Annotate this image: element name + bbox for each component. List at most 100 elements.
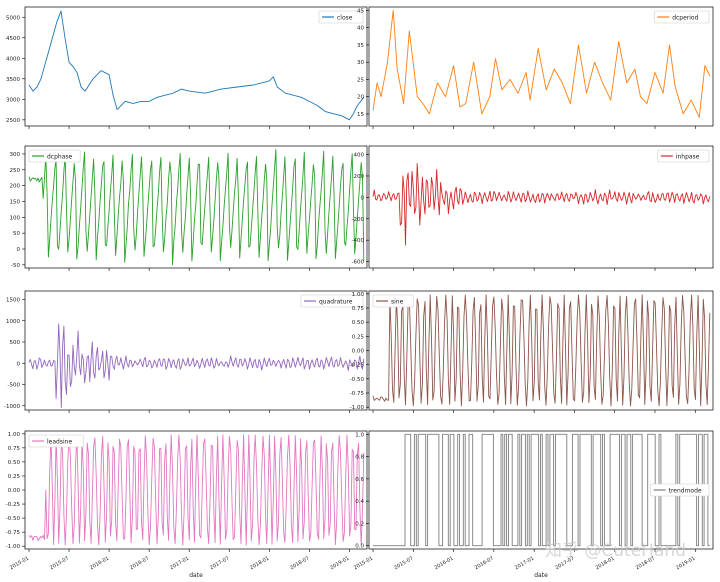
y-tick-label: 0.2 xyxy=(355,521,364,527)
legend-label: dcperiod xyxy=(672,15,698,22)
y-tick-label: 1.00 xyxy=(8,432,21,438)
legend-box xyxy=(653,10,710,24)
y-tick-label: 0 xyxy=(17,247,21,253)
y-tick-label: 0.00 xyxy=(8,488,21,494)
y-tick-label: 0.8 xyxy=(355,455,364,461)
y-tick-label: 40 xyxy=(357,26,364,32)
y-tick-label: 2500 xyxy=(6,118,20,124)
plot-frame-dcperiod xyxy=(368,6,714,127)
x-tick-label: 2015-01 xyxy=(9,556,30,572)
y-tick-label: 0.6 xyxy=(355,477,364,483)
y-tick-label: 4500 xyxy=(6,36,20,42)
y-tick-label: 3000 xyxy=(6,97,20,103)
plot-frame-close xyxy=(24,6,368,127)
y-tick-label: 250 xyxy=(10,168,21,174)
x-tick-label: 2016-07 xyxy=(474,556,495,572)
y-tick-label: 200 xyxy=(10,184,21,190)
series-line-inhpase xyxy=(372,163,711,246)
plot-frame-dcphase xyxy=(24,145,368,269)
legend-box xyxy=(28,149,81,163)
y-tick-label: 1.00 xyxy=(352,292,365,298)
legend-label: dcphase xyxy=(47,154,73,161)
y-tick-label: -50 xyxy=(11,263,20,269)
y-tick-label: 30 xyxy=(357,60,364,66)
y-tick-label: 0 xyxy=(17,361,21,367)
y-tick-label: -200 xyxy=(352,217,365,223)
legend-label: quadrature xyxy=(319,299,353,306)
y-tick-label: 400 xyxy=(354,153,365,159)
plot-frame-inhpase xyxy=(368,145,714,269)
series-line-dcperiod xyxy=(372,9,711,118)
legend-label: trendmode xyxy=(669,488,702,495)
legend-label: close xyxy=(337,15,353,22)
y-tick-label: 0.00 xyxy=(352,349,365,355)
legend-box xyxy=(300,294,364,308)
y-tick-label: 300 xyxy=(10,152,21,158)
x-tick-label: 2015-07 xyxy=(393,556,414,572)
y-tick-label: 0.4 xyxy=(355,499,364,505)
legend-label: leadsine xyxy=(47,439,72,446)
x-tick-label: 2018-01 xyxy=(249,556,270,572)
y-tick-label: -1000 xyxy=(4,404,20,410)
y-tick-label: -500 xyxy=(8,383,21,389)
x-tick-label: 2016-01 xyxy=(89,556,110,572)
x-tick-label: 2017-01 xyxy=(169,556,190,572)
y-tick-label: -0.50 xyxy=(6,516,21,522)
y-tick-label: 1000 xyxy=(6,319,20,325)
y-tick-label: -1.00 xyxy=(350,405,365,411)
x-tick-label: 2016-07 xyxy=(129,556,150,572)
plot-frame-quadrature xyxy=(24,290,368,411)
y-tick-label: -0.50 xyxy=(350,377,365,383)
legend-box xyxy=(318,10,364,24)
y-tick-label: 500 xyxy=(10,340,21,346)
y-tick-label: 20 xyxy=(357,95,364,101)
y-tick-label: -1.00 xyxy=(6,544,21,550)
x-tick-label: 2016-01 xyxy=(433,556,454,572)
x-tick-label: 2017-07 xyxy=(209,556,230,572)
legend-label: inhpase xyxy=(676,154,700,161)
x-axis-label: date xyxy=(534,572,548,579)
series-line-quadrature xyxy=(28,323,365,408)
y-tick-label: 0.25 xyxy=(352,334,365,340)
y-tick-label: 5000 xyxy=(6,15,20,21)
series-line-leadsine xyxy=(28,434,365,546)
legend-box xyxy=(372,294,414,308)
y-tick-label: -0.75 xyxy=(350,391,365,397)
series-line-trendmode xyxy=(373,433,710,547)
y-tick-label: -0.25 xyxy=(350,363,365,369)
y-tick-label: 3500 xyxy=(6,77,20,83)
series-line-sine xyxy=(372,294,711,407)
y-tick-label: 0.50 xyxy=(8,460,21,466)
y-tick-label: 4000 xyxy=(6,56,20,62)
y-tick-label: 25 xyxy=(357,77,364,83)
y-tick-label: 15 xyxy=(357,112,364,118)
y-tick-label: 50 xyxy=(13,231,20,237)
y-tick-label: -0.75 xyxy=(6,530,21,536)
y-tick-label: 0 xyxy=(361,195,365,201)
y-tick-label: 0.50 xyxy=(352,320,365,326)
y-tick-label: -0.25 xyxy=(6,502,21,508)
y-tick-label: 0.75 xyxy=(352,306,365,312)
y-tick-label: 100 xyxy=(10,215,21,221)
y-tick-label: 35 xyxy=(357,43,364,49)
x-tick-label: 2018-07 xyxy=(289,556,310,572)
x-tick-label: 2015-07 xyxy=(49,556,70,572)
x-axis-label: date xyxy=(189,572,203,579)
plot-frame-trendmode xyxy=(368,430,714,550)
y-tick-label: 0.25 xyxy=(8,474,21,480)
legend-box xyxy=(28,434,85,448)
y-tick-label: 1.0 xyxy=(355,432,364,438)
legend-box xyxy=(657,149,710,163)
series-line-close xyxy=(28,10,365,121)
y-tick-label: 45 xyxy=(357,8,364,14)
y-tick-label: -600 xyxy=(352,260,365,266)
legend-label: sine xyxy=(391,299,404,306)
x-tick-label: 2019-01 xyxy=(329,556,350,572)
watermark: 知乎 @CuteHand xyxy=(545,541,686,561)
y-tick-label: 1500 xyxy=(6,298,20,304)
y-tick-label: 0.75 xyxy=(8,446,21,452)
y-tick-label: -400 xyxy=(352,238,365,244)
x-tick-label: 2017-01 xyxy=(514,556,535,572)
y-tick-label: 150 xyxy=(10,199,21,205)
